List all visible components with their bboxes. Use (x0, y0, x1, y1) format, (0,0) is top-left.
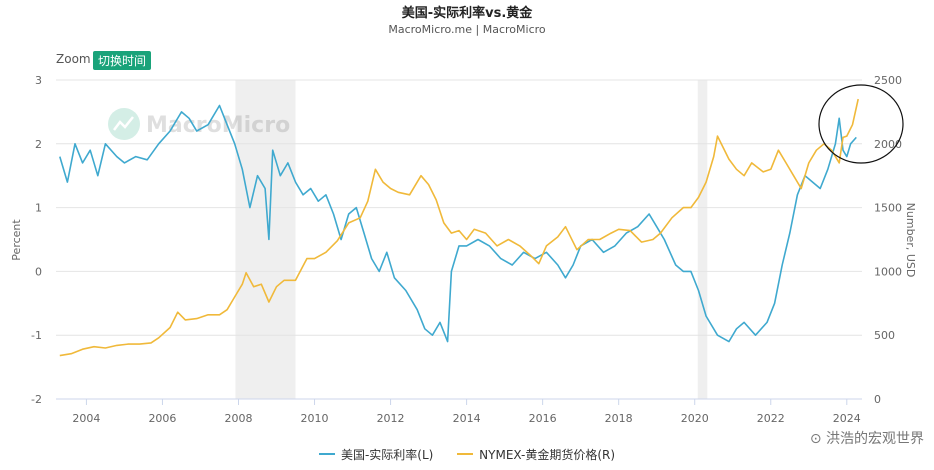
legend-swatch-real-rate (318, 453, 335, 455)
y-axis-right-label: Number, USD (904, 203, 917, 278)
x-tick-label: 2018 (605, 412, 633, 425)
y-left-tick-label: -2 (31, 393, 42, 406)
y-right-tick-label: 500 (874, 329, 895, 342)
shaded-period-1 (697, 80, 708, 399)
legend-swatch-gold (457, 453, 474, 455)
macromicro-watermark: MacroMicro (108, 108, 290, 140)
y-right-tick-label: 0 (874, 393, 881, 406)
series-line-0 (59, 104, 857, 343)
corner-watermark-icon: ⊙ (809, 431, 822, 447)
legend-item-real-rate[interactable]: 美国-实际利率(L) (318, 446, 434, 463)
y-right-tick-label: 1500 (874, 202, 902, 215)
x-tick-label: 2012 (377, 412, 405, 425)
chart-canvas: MacroMicro 3210-1-2250020001500100050002… (10, 74, 917, 425)
chart-legend: 美国-实际利率(L) NYMEX-黄金期货价格(R) (0, 444, 934, 463)
shaded-periods (235, 80, 708, 399)
y-axis-left-label: Percent (10, 219, 23, 261)
x-tick-label: 2014 (453, 412, 481, 425)
chart-title: 美国-实际利率vs.黄金 (401, 6, 533, 21)
watermark-logo-icon (108, 108, 140, 140)
legend-label-gold: NYMEX-黄金期货价格(R) (479, 447, 616, 462)
legend-label-real-rate: 美国-实际利率(L) (340, 447, 434, 462)
x-tick-label: 2004 (72, 412, 100, 425)
x-tick-label: 2008 (224, 412, 252, 425)
axes: 3 2 1 0 -1 -2 2500 2000 1500 1000 500 0 2004 2006 2008… (31, 74, 902, 425)
shaded-period-0 (235, 80, 296, 399)
x-tick-label: 2006 (148, 412, 176, 425)
series-line-1 (59, 98, 859, 357)
x-tick-label: 2016 (529, 412, 557, 425)
y-left-tick-label: 3 (35, 74, 42, 87)
series-lines (59, 98, 859, 357)
y-left-tick-label: -1 (31, 329, 42, 342)
chart-subtitle: MacroMicro.me | MacroMicro (388, 23, 546, 36)
zoom-label: Zoom (56, 52, 91, 66)
x-tick-label: 2010 (301, 412, 329, 425)
corner-watermark: ⊙ 洪浩的宏观世界 (810, 428, 924, 448)
y-left-tick-label: 2 (35, 138, 42, 151)
watermark-text: MacroMicro (146, 113, 290, 138)
y-left-tick-label: 1 (35, 202, 42, 215)
zoom-toggle-button[interactable]: 切换时间 (93, 51, 152, 70)
corner-watermark-text: 洪浩的宏观世界 (826, 431, 924, 447)
y-right-tick-label: 2000 (874, 138, 902, 151)
x-tick-label: 2024 (833, 412, 861, 425)
legend-item-gold[interactable]: NYMEX-黄金期货价格(R) (457, 446, 615, 463)
highlight-circle (818, 84, 904, 164)
y-left-tick-label: 0 (35, 265, 42, 278)
y-right-tick-label: 1000 (874, 265, 902, 278)
y-right-tick-label: 2500 (874, 74, 902, 87)
x-tick-label: 2022 (757, 412, 785, 425)
x-tick-label: 2020 (681, 412, 709, 425)
